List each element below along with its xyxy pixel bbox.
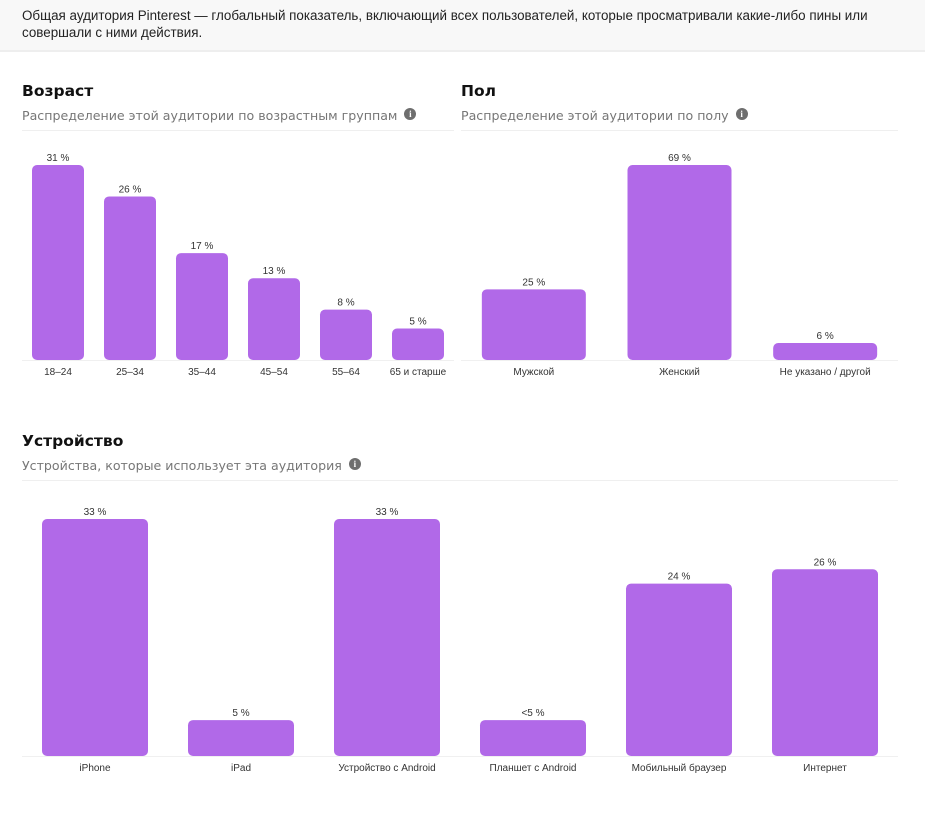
gender-section-title: Пол	[461, 82, 496, 100]
device-bar[interactable]	[626, 583, 732, 756]
age-value-label: 26 %	[119, 184, 142, 195]
device-value-label: 26 %	[814, 557, 837, 568]
age-section-title: Возраст	[22, 82, 94, 100]
device-section-title: Устройство	[22, 432, 124, 450]
device-bar[interactable]	[772, 569, 878, 756]
age-bar[interactable]	[320, 309, 372, 360]
gender-value-label: 6 %	[817, 331, 834, 342]
device-category-label: iPad	[231, 763, 251, 774]
device-chart: 33 % iPhone 5 % iPad 33 % Устройство с Androi…	[22, 495, 898, 785]
age-category-label: 45–54	[260, 367, 288, 378]
gender-subtitle-text: Распределение этой аудитории по полу	[461, 108, 729, 123]
age-bar[interactable]	[248, 278, 300, 360]
device-bar[interactable]	[188, 720, 294, 756]
device-value-label: 5 %	[232, 708, 249, 719]
device-divider	[22, 480, 898, 481]
info-icon[interactable]: i	[735, 107, 748, 120]
device-value-label: <5 %	[521, 708, 544, 719]
device-category-label: Планшет с Android	[490, 763, 577, 774]
gender-category-label: Не указано / другой	[780, 367, 871, 378]
device-value-label: 24 %	[668, 572, 691, 583]
device-value-label: 33 %	[84, 507, 107, 518]
info-icon[interactable]: i	[404, 107, 417, 120]
device-chart-svg: 33 % iPhone 5 % iPad 33 % Устройство с Androi…	[22, 507, 898, 774]
age-value-label: 17 %	[191, 241, 214, 252]
age-value-label: 31 %	[47, 153, 70, 164]
age-subtitle-text: Распределение этой аудитории по возрастн…	[22, 108, 398, 123]
device-section-subtitle: Устройства, которые использует эта аудит…	[22, 457, 361, 473]
age-bar[interactable]	[392, 328, 444, 360]
info-icon[interactable]: i	[348, 457, 361, 470]
age-category-label: 35–44	[188, 367, 216, 378]
gender-bar[interactable]	[481, 289, 586, 360]
age-bar[interactable]	[176, 253, 228, 360]
age-bar[interactable]	[104, 196, 156, 360]
gender-bar[interactable]	[627, 165, 732, 360]
age-divider	[22, 130, 454, 131]
age-section-subtitle: Распределение этой аудитории по возрастн…	[22, 107, 417, 123]
age-category-label: 25–34	[116, 367, 144, 378]
device-subtitle-text: Устройства, которые использует эта аудит…	[22, 458, 342, 473]
age-value-label: 13 %	[263, 266, 286, 277]
age-value-label: 5 %	[409, 317, 426, 328]
gender-section-subtitle: Распределение этой аудитории по полу i	[461, 107, 748, 123]
age-chart: 31 % 18–24 26 % 25–34 17 % 35–44 13 % 45–54 8 % 5…	[22, 145, 454, 385]
device-category-label: iPhone	[79, 763, 111, 774]
audience-info-banner: Общая аудитория Pinterest — глобальный п…	[0, 0, 925, 52]
age-category-label: 65 и старше	[390, 367, 447, 378]
gender-divider	[461, 130, 898, 131]
age-chart-svg: 31 % 18–24 26 % 25–34 17 % 35–44 13 % 45–54 8 % 5…	[22, 153, 454, 378]
device-category-label: Мобильный браузер	[632, 762, 727, 774]
age-category-label: 18–24	[44, 367, 72, 378]
gender-bar[interactable]	[773, 343, 878, 360]
gender-category-label: Женский	[659, 367, 700, 378]
age-category-label: 55–64	[332, 367, 360, 378]
age-value-label: 8 %	[337, 298, 354, 309]
gender-chart-svg: 25 % Мужской 69 % Женский 6 % Не указано / др…	[461, 153, 898, 378]
banner-text: Общая аудитория Pinterest — глобальный п…	[22, 8, 868, 40]
gender-value-label: 25 %	[522, 277, 545, 288]
device-category-label: Устройство с Android	[338, 763, 435, 774]
gender-value-label: 69 %	[668, 153, 691, 164]
device-bar[interactable]	[480, 720, 586, 756]
gender-category-label: Мужской	[513, 367, 554, 378]
device-bar[interactable]	[334, 519, 440, 756]
gender-chart: 25 % Мужской 69 % Женский 6 % Не указано / др…	[461, 145, 898, 385]
age-bar[interactable]	[32, 165, 84, 360]
device-bar[interactable]	[42, 519, 148, 756]
device-category-label: Интернет	[803, 763, 847, 774]
device-value-label: 33 %	[376, 507, 399, 518]
